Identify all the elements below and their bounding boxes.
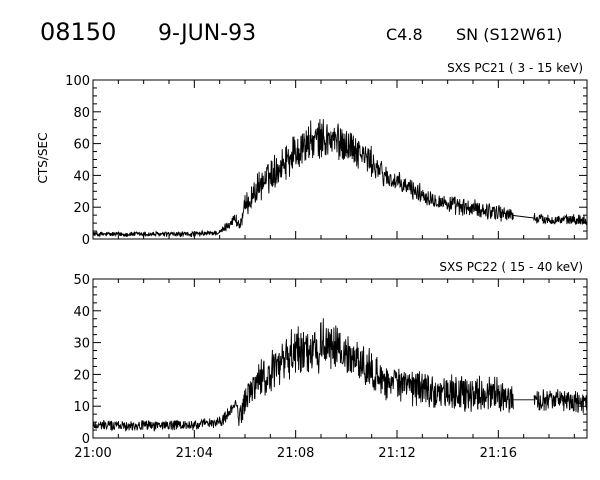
flare-class: C4.8 (386, 25, 423, 44)
y-tick-label: 80 (73, 106, 90, 121)
panel-pc21-ticks: 0 20 40 60 80 100 (65, 74, 587, 248)
x-tick-label: 21:08 (277, 446, 314, 461)
y-tick-label: 0 (82, 432, 90, 447)
y-tick-label: 60 (73, 138, 90, 153)
panel-pc22-series-line (92, 318, 588, 432)
event-id: 08150 (40, 18, 116, 46)
flare-location: SN (S12W61) (456, 25, 562, 44)
panel-pc21-ylabel: CTS/SEC (36, 133, 50, 184)
y-tick-label: 30 (73, 337, 90, 352)
x-tick-label: 21:04 (176, 446, 213, 461)
panel-pc21: SXS PC21 ( 3 - 15 keV) CTS/SEC 0 20 40 60 80… (36, 61, 588, 248)
y-tick-label: 50 (73, 273, 90, 288)
event-date: 9-JUN-93 (158, 21, 256, 46)
y-tick-label: 40 (73, 305, 90, 320)
x-tick-labels: 21:00 21:04 21:08 21:12 21:16 (74, 446, 517, 461)
y-tick-label: 100 (65, 74, 90, 89)
y-tick-label: 20 (73, 201, 90, 216)
y-tick-label: 10 (73, 400, 90, 415)
panel-pc22: SXS PC22 ( 15 - 40 keV) 0 10 20 30 40 50 (73, 260, 588, 447)
y-tick-label: 0 (82, 233, 90, 248)
panel-pc21-series-line (92, 119, 588, 238)
panel-pc22-title: SXS PC22 ( 15 - 40 keV) (439, 260, 583, 274)
panel-pc22-ticks: 0 10 20 30 40 50 (73, 273, 587, 447)
y-tick-label: 40 (73, 169, 90, 184)
panel-pc21-title: SXS PC21 ( 3 - 15 keV) (447, 61, 583, 75)
x-tick-label: 21:16 (480, 446, 517, 461)
x-tick-label: 21:00 (74, 446, 111, 461)
x-tick-label: 21:12 (378, 446, 415, 461)
y-tick-label: 20 (73, 368, 90, 383)
